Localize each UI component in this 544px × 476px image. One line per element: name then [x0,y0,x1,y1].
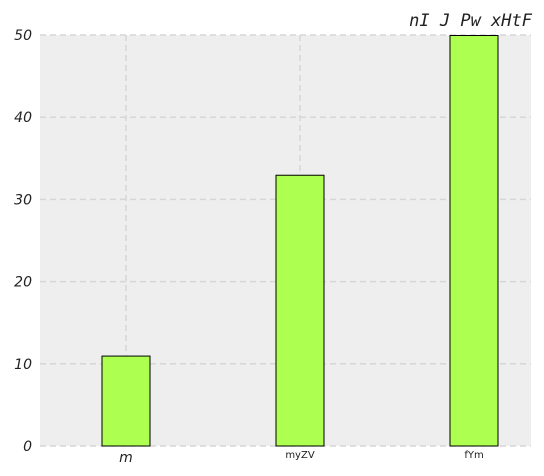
bar-myZV [275,174,325,447]
bar-fYm [449,35,499,447]
x-tick-label: m [119,450,133,466]
y-tick-label: 0 [23,439,32,455]
x-axis-ticks: m myZV fYm [119,450,484,466]
y-tick-label: 50 [14,28,32,44]
x-tick-label: myZV [285,450,315,461]
x-tick-label: fYm [464,450,483,461]
y-tick-label: 10 [14,357,32,373]
chart-title: nI J Pw xHtF [409,11,533,31]
y-tick-label: 30 [14,192,32,208]
y-tick-label: 40 [14,110,32,126]
y-axis-ticks: 0 10 20 30 40 50 [14,28,32,455]
bars [101,35,499,447]
bar-m [101,355,151,447]
y-tick-label: 20 [14,275,32,291]
